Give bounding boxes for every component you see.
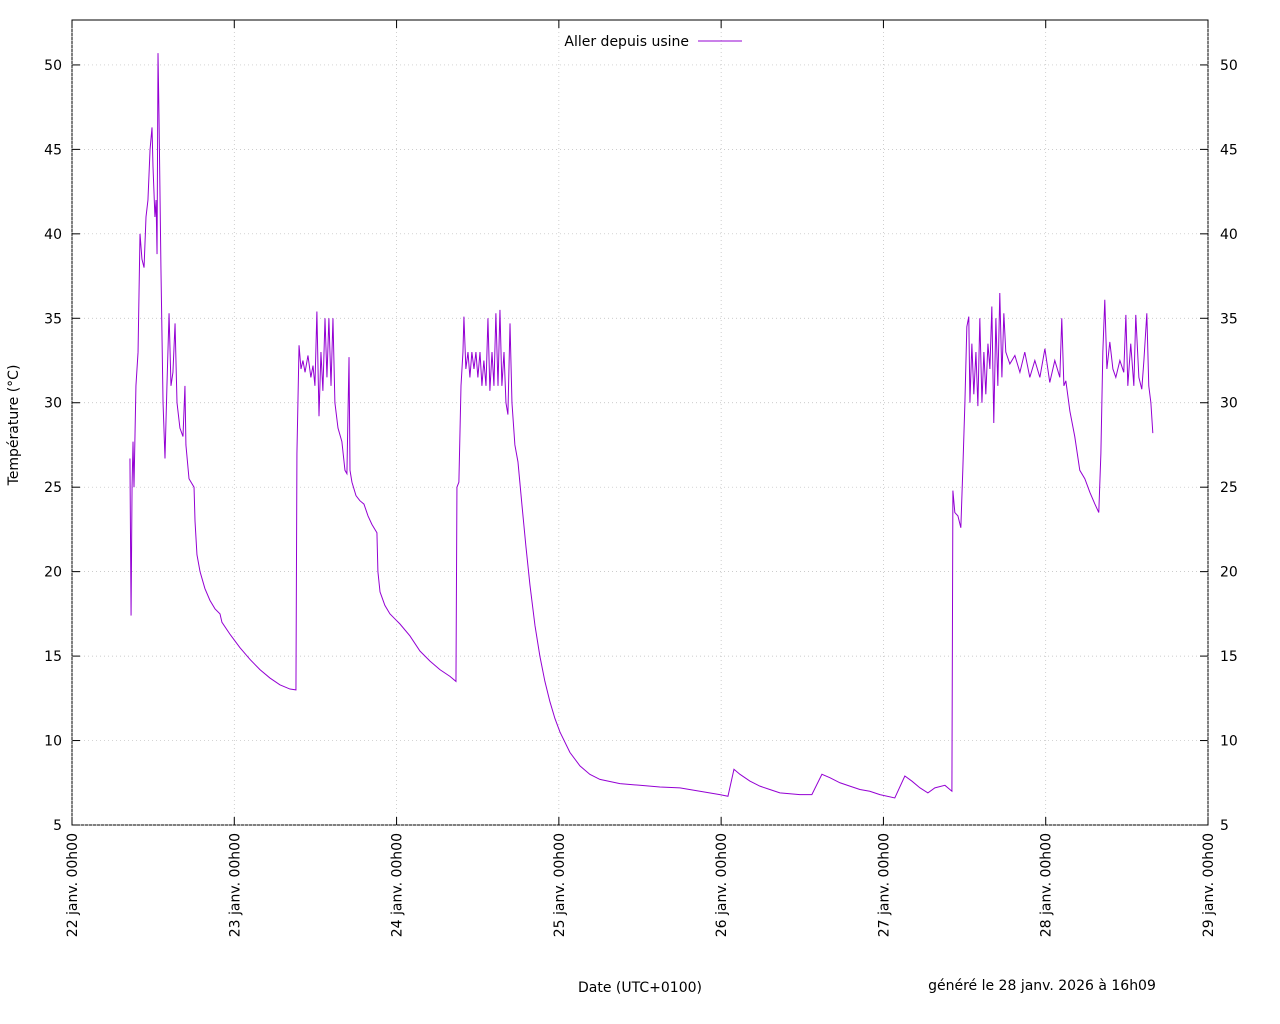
x-tick-label: 23 janv. 00h00 (227, 833, 243, 937)
y-tick-label: 10 (44, 734, 62, 750)
x-tick-label: 26 janv. 00h00 (714, 833, 730, 937)
y-tick-label-right: 10 (1220, 734, 1238, 750)
y-tick-label: 20 (44, 565, 62, 581)
y-tick-label-right: 30 (1220, 396, 1238, 412)
data-line (129, 53, 1154, 799)
x-tick-label: 25 janv. 00h00 (552, 833, 568, 937)
x-tick-label: 27 janv. 00h00 (876, 833, 892, 937)
annotation: généré le 28 janv. 2026 à 16h09 (928, 978, 1156, 994)
y-tick-label-right: 50 (1220, 58, 1238, 74)
legend-label: Aller depuis usine (564, 34, 689, 50)
y-tick-label: 15 (44, 649, 62, 665)
x-tick-label: 28 janv. 00h00 (1039, 833, 1055, 937)
y-tick-label-right: 20 (1220, 565, 1238, 581)
y-tick-label: 5 (53, 818, 62, 834)
y-tick-label: 30 (44, 396, 62, 412)
plot-frame (71, 19, 1209, 826)
y-tick-label-right: 15 (1220, 649, 1238, 665)
y-tick-label: 25 (44, 480, 62, 496)
y-tick-label-right: 40 (1220, 227, 1238, 243)
x-tick-label: 29 janv. 00h00 (1201, 833, 1217, 937)
y-tick-label-right: 5 (1220, 818, 1229, 834)
x-tick-label: 24 janv. 00h00 (390, 833, 406, 937)
x-tick-label: 22 janv. 00h00 (65, 833, 81, 937)
y-tick-label: 50 (44, 58, 62, 74)
y-tick-label-right: 45 (1220, 142, 1238, 158)
y-axis-label: Température (°C) (6, 365, 22, 487)
x-axis-label: Date (UTC+0100) (578, 980, 702, 996)
y-tick-label: 40 (44, 227, 62, 243)
y-tick-label-right: 25 (1220, 480, 1238, 496)
y-tick-label: 45 (44, 142, 62, 158)
y-tick-label: 35 (44, 311, 62, 327)
y-tick-label-right: 35 (1220, 311, 1238, 327)
